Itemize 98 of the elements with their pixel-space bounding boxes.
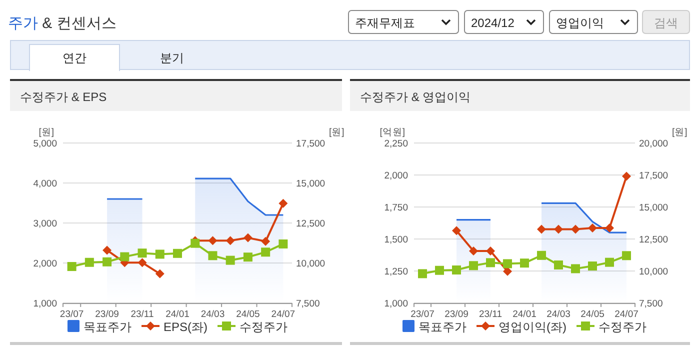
chart-title: 수정주가 & 영업이익 bbox=[360, 90, 471, 104]
y2-axis-title: [원] bbox=[672, 127, 688, 138]
point bbox=[243, 252, 252, 262]
point bbox=[588, 223, 597, 232]
x-tick-label: 23/11 bbox=[478, 309, 502, 320]
y2-tick-label: 15,000 bbox=[639, 202, 668, 214]
y-tick-label: 3,000 bbox=[33, 218, 57, 230]
y-tick-label: 2,250 bbox=[384, 138, 408, 150]
y2-tick-label: 7,500 bbox=[639, 298, 663, 310]
y-axis-title: [억원] bbox=[380, 127, 405, 138]
point bbox=[622, 172, 631, 181]
x-tick-label: 23/07 bbox=[60, 309, 84, 320]
point bbox=[605, 223, 614, 232]
legend-label: 목표주가 bbox=[83, 320, 132, 334]
x-tick-label: 24/01 bbox=[512, 309, 536, 320]
text: 연간 bbox=[62, 51, 86, 65]
x-tick-label: 24/07 bbox=[614, 309, 638, 320]
text: 영업이익 bbox=[556, 16, 604, 30]
point bbox=[243, 233, 252, 242]
y-tick-label: 5,000 bbox=[33, 138, 57, 150]
point bbox=[452, 226, 461, 236]
legend-label: 수정주가 bbox=[598, 320, 646, 334]
point bbox=[537, 250, 546, 260]
x-tick-label: 23/09 bbox=[444, 309, 468, 320]
point bbox=[155, 269, 164, 278]
point bbox=[622, 251, 631, 260]
point bbox=[469, 261, 478, 270]
point bbox=[418, 269, 427, 278]
point bbox=[190, 238, 200, 248]
point bbox=[138, 248, 147, 258]
y-tick-label: 1,250 bbox=[384, 266, 408, 278]
point bbox=[554, 260, 563, 270]
point bbox=[138, 258, 147, 268]
point bbox=[102, 246, 112, 255]
point bbox=[588, 262, 597, 271]
text: 주재무제표 bbox=[355, 16, 415, 30]
point bbox=[537, 224, 546, 234]
x-tick-label: 24/05 bbox=[580, 309, 604, 320]
point bbox=[571, 264, 580, 274]
y-tick-label: 1,000 bbox=[384, 298, 408, 310]
y-tick-label: 1,000 bbox=[33, 298, 57, 310]
legend-label: 목표주가 bbox=[418, 320, 466, 334]
x-tick-label: 23/11 bbox=[130, 309, 154, 320]
point bbox=[84, 258, 94, 267]
point bbox=[605, 258, 614, 267]
chart-title: 수정주가 & EPS bbox=[20, 90, 107, 104]
point bbox=[469, 246, 478, 256]
point bbox=[261, 248, 270, 257]
point bbox=[173, 248, 182, 258]
point bbox=[554, 224, 563, 234]
point bbox=[102, 257, 112, 266]
point bbox=[67, 262, 76, 272]
legend-label: EPS(좌) bbox=[163, 320, 208, 334]
legend-label: 수정주가 bbox=[240, 320, 288, 334]
point bbox=[435, 266, 444, 275]
y2-tick-label: 17,500 bbox=[296, 138, 326, 150]
text: 검색 bbox=[654, 16, 678, 30]
x-tick-label: 24/05 bbox=[236, 309, 260, 320]
point bbox=[226, 256, 235, 265]
legend-label: 영업이익(좌) bbox=[498, 320, 566, 334]
text: 주가 & 컨센서스 bbox=[8, 15, 116, 32]
point bbox=[261, 236, 270, 246]
point bbox=[278, 239, 288, 248]
y2-axis-title: [원] bbox=[329, 127, 344, 138]
text: 분기 bbox=[160, 51, 184, 65]
point bbox=[452, 265, 461, 274]
y2-tick-label: 12,500 bbox=[296, 218, 326, 230]
point bbox=[278, 198, 288, 208]
x-tick-label: 24/07 bbox=[271, 309, 296, 320]
text: 2024/12 bbox=[471, 16, 515, 30]
y-tick-label: 2,000 bbox=[33, 258, 57, 270]
y2-tick-label: 10,000 bbox=[639, 266, 668, 278]
point bbox=[226, 236, 235, 246]
y-tick-label: 1,750 bbox=[384, 202, 408, 214]
point bbox=[208, 251, 218, 260]
y2-tick-label: 12,500 bbox=[639, 234, 668, 246]
point bbox=[208, 236, 218, 246]
point bbox=[155, 250, 164, 259]
point bbox=[120, 252, 130, 262]
point bbox=[486, 258, 495, 268]
y2-tick-label: 20,000 bbox=[639, 138, 668, 150]
point bbox=[520, 258, 529, 268]
x-tick-label: 23/07 bbox=[410, 309, 434, 320]
x-tick-label: 24/01 bbox=[166, 309, 190, 320]
y-axis-title: [원] bbox=[38, 127, 54, 138]
y-tick-label: 4,000 bbox=[33, 178, 57, 190]
point bbox=[503, 259, 512, 268]
y-tick-label: 2,000 bbox=[384, 170, 408, 182]
y2-tick-label: 15,000 bbox=[296, 178, 326, 190]
point bbox=[571, 224, 580, 234]
y2-tick-label: 17,500 bbox=[639, 170, 668, 182]
x-tick-label: 24/03 bbox=[200, 309, 225, 320]
x-tick-label: 23/09 bbox=[95, 309, 119, 320]
point bbox=[486, 246, 495, 256]
x-tick-label: 24/03 bbox=[546, 309, 570, 320]
y-tick-label: 1,500 bbox=[384, 234, 408, 246]
y2-tick-label: 7,500 bbox=[296, 298, 320, 310]
y2-tick-label: 10,000 bbox=[296, 258, 326, 270]
